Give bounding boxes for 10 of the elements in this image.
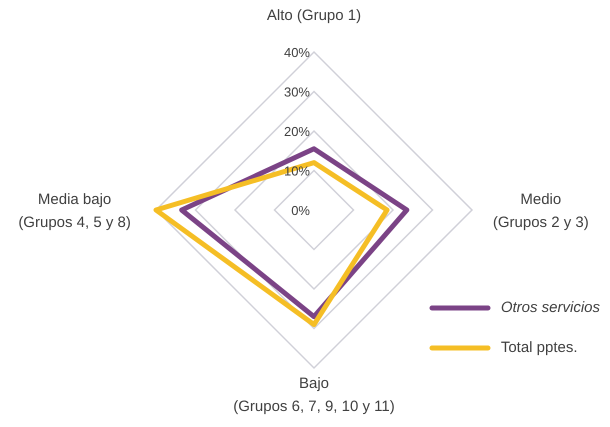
y-tick-label: 40% bbox=[284, 45, 310, 60]
spoke-label: Media bajo (Grupos 4, 5 y 8) bbox=[18, 191, 131, 231]
spoke-label: Alto (Grupo 1) bbox=[266, 7, 362, 24]
spoke-label: Medio (Grupos 2 y 3) bbox=[492, 191, 589, 231]
y-tick-label: 30% bbox=[284, 84, 310, 100]
legend-label: Otros servicios bbox=[500, 299, 600, 316]
y-tick-label: 0% bbox=[291, 203, 310, 218]
y-tick-label: 20% bbox=[284, 124, 310, 139]
legend-label: Total pptes. bbox=[500, 339, 578, 356]
spoke-label: Bajo (Grupos 6, 7, 9, 10 y 11) bbox=[233, 375, 395, 415]
